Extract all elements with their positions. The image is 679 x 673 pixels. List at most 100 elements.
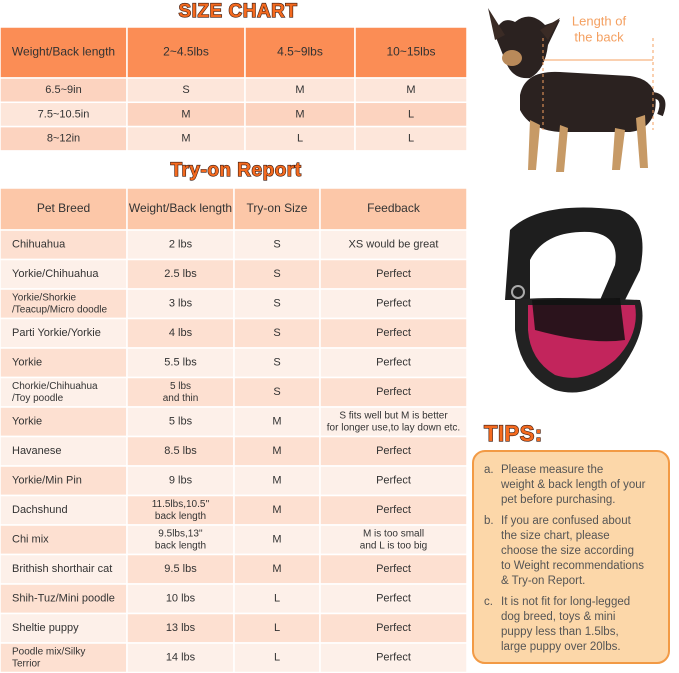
table-cell — [233, 494, 321, 526]
tip-line: Please measure the — [501, 464, 603, 476]
cell-text: S fits well but M is better — [339, 410, 448, 421]
cell-text: S — [273, 386, 280, 398]
cell-text: 8~12in — [47, 133, 80, 145]
table-cell — [0, 524, 128, 556]
cell-text: Weight/Back length — [129, 201, 232, 215]
tip-line: It is not fit for long-legged — [501, 596, 630, 608]
cell-text: 2 lbs — [169, 239, 193, 251]
header-cell — [126, 187, 235, 231]
cell-text: M is too small — [363, 528, 424, 539]
cell-text: back length — [155, 511, 206, 522]
tip-marker: a. — [484, 464, 494, 476]
table-cell — [233, 229, 321, 261]
cell-text: L — [274, 593, 280, 605]
header-cell — [0, 26, 128, 79]
table-cell — [319, 258, 468, 290]
dog-image — [488, 8, 666, 172]
cell-text: M — [181, 133, 190, 145]
tip-line: pet before purchasing. — [501, 494, 615, 506]
cell-text: Yorkie/Chihuahua — [12, 268, 99, 280]
cell-text: and thin — [163, 393, 199, 404]
annotation: the back — [574, 29, 624, 44]
cell-text: Perfect — [376, 327, 411, 339]
cell-text: M — [272, 475, 281, 487]
cell-text: M — [295, 84, 304, 96]
table-cell — [126, 612, 235, 644]
carrier-image — [505, 207, 643, 393]
tips-box — [472, 450, 670, 664]
cell-text: Pet Breed — [37, 201, 90, 215]
cell-text: Havanese — [12, 445, 62, 457]
cell-text: Brithish shorthair cat — [12, 563, 112, 575]
cell-text: M — [272, 445, 281, 457]
table-cell — [319, 553, 468, 585]
cell-text: M — [272, 504, 281, 516]
cell-text: 10 lbs — [166, 593, 196, 605]
cell-text: Shih-Tuz/Mini poodle — [12, 593, 115, 605]
tip-line: If you are confused about — [501, 515, 632, 527]
cell-text: Perfect — [376, 622, 411, 634]
cell-text: Perfect — [376, 475, 411, 487]
table-cell — [354, 77, 468, 104]
cell-text: 7.5~10.5in — [38, 108, 90, 120]
cell-text: 9.5 lbs — [164, 563, 197, 575]
table-cell — [126, 524, 235, 556]
cell-text: L — [408, 133, 414, 145]
cell-text: Perfect — [376, 268, 411, 280]
cell-text: 9 lbs — [169, 475, 193, 487]
table-cell — [319, 435, 468, 467]
tip-line: dog breed, toys & mini — [501, 611, 615, 623]
cell-text: 5 lbs — [169, 416, 193, 428]
table-cell — [126, 288, 235, 320]
cell-text: Yorkie — [12, 416, 42, 428]
table-cell — [319, 465, 468, 497]
cell-text: Dachshund — [12, 504, 68, 516]
cell-text: M — [406, 84, 415, 96]
cell-text: S — [273, 357, 280, 369]
cell-text: XS would be great — [349, 239, 439, 251]
cell-text: Yorkie/Shorkie — [12, 292, 77, 303]
table-cell — [126, 125, 246, 152]
table-cell — [319, 288, 468, 320]
cell-text: Perfect — [376, 593, 411, 605]
cell-text: 11.5lbs,10.5'' — [152, 499, 210, 510]
table-cell — [244, 125, 356, 152]
table-cell — [0, 435, 128, 467]
cell-text: Try-on Size — [247, 201, 308, 215]
cell-text: S — [273, 327, 280, 339]
tip-line: & Try-on Report. — [501, 575, 585, 587]
tip-line: puppy less than 1.5lbs, — [501, 626, 619, 638]
cell-text: /Toy poodle — [12, 393, 64, 404]
cell-text: Yorkie — [12, 357, 42, 369]
cell-text: back length — [155, 540, 206, 551]
cell-text: Perfect — [376, 652, 411, 664]
table-cell — [0, 258, 128, 290]
cell-text: /Teacup/Micro doodle — [12, 304, 107, 315]
table-cell — [0, 494, 128, 526]
table-cell — [126, 77, 246, 104]
table-cell — [354, 125, 468, 152]
tip-line: the size chart, please — [501, 530, 610, 542]
table-cell — [319, 376, 468, 408]
table-cell — [126, 406, 235, 438]
cell-text: S — [273, 268, 280, 280]
cell-text: Chi mix — [12, 534, 49, 546]
tip-line: to Weight recommendations — [501, 560, 644, 572]
cell-text: 9.5lbs,13'' — [158, 528, 202, 539]
cell-text: 4 lbs — [169, 327, 193, 339]
cell-text: Chorkie/Chihuahua — [12, 381, 98, 392]
cell-text: Chihuahua — [12, 239, 66, 251]
table-cell — [319, 612, 468, 644]
cell-text: 5 lbs — [170, 381, 191, 392]
cell-text: 8.5 lbs — [164, 445, 197, 457]
cell-text: L — [297, 133, 303, 145]
cell-text: M — [295, 108, 304, 120]
cell-text: S — [273, 239, 280, 251]
tip-line: weight & back length of your — [500, 479, 646, 491]
table-cell — [126, 553, 235, 585]
annotation: Length of — [572, 13, 627, 28]
cell-text: 13 lbs — [166, 622, 196, 634]
table-cell — [233, 642, 321, 673]
cell-text: Perfect — [376, 357, 411, 369]
